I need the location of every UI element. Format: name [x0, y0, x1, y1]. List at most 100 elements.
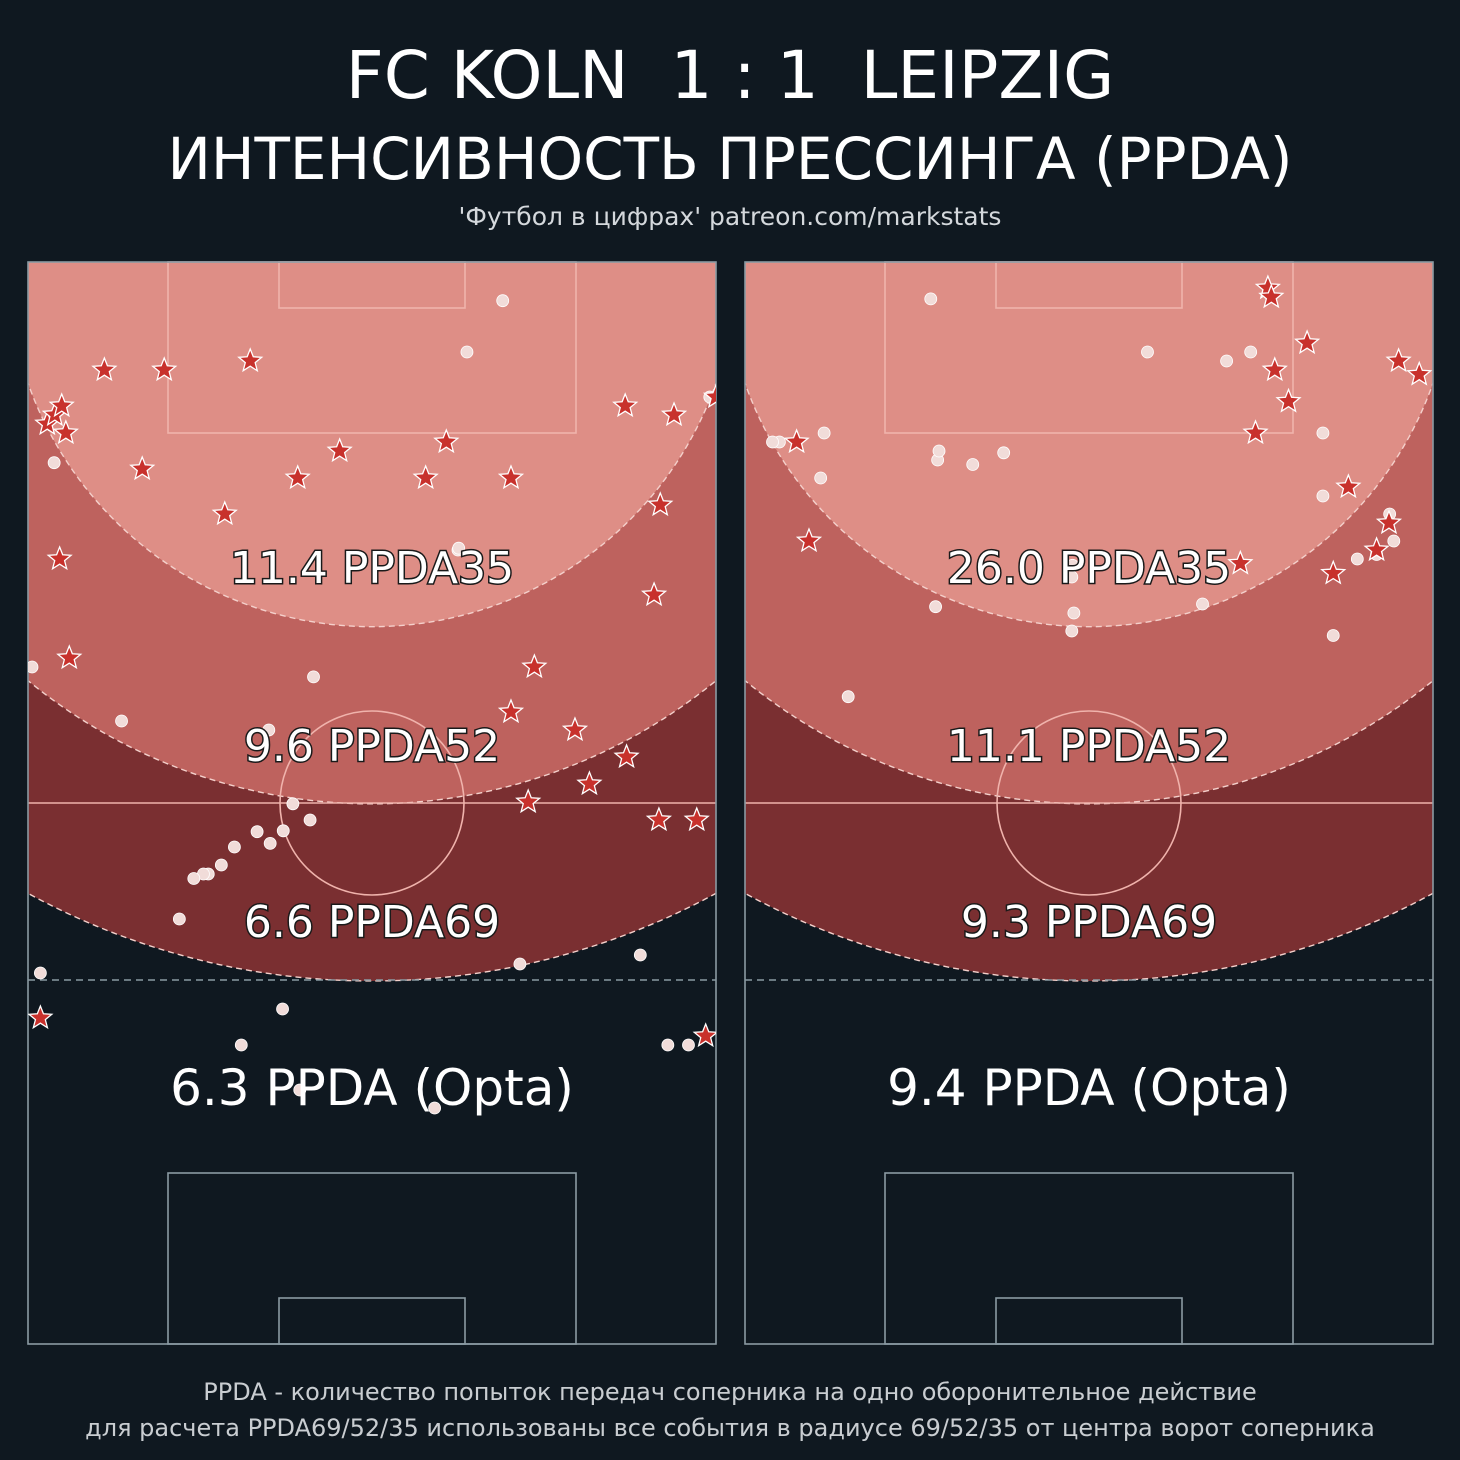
event-dot [276, 824, 290, 838]
event-dot [286, 797, 300, 811]
event-star [433, 428, 460, 454]
event-star [702, 383, 716, 409]
event-star [497, 464, 525, 490]
event-star [1227, 549, 1254, 575]
event-star [1320, 559, 1347, 585]
event-star [1293, 329, 1321, 355]
event-dot [428, 1101, 442, 1115]
zone-ppda35 [745, 262, 1433, 628]
event-star [412, 464, 439, 490]
zone-label-ppda52: 9.6 PPDA52 [244, 721, 500, 772]
event-dot [814, 471, 828, 485]
event-star [1242, 419, 1269, 445]
event-dot [28, 660, 39, 674]
opta-ppda-label: 6.3 PPDA (Opta) [170, 1059, 574, 1117]
event-star [1261, 356, 1288, 382]
event-star [692, 1022, 716, 1048]
event-dot [1326, 629, 1340, 642]
event-star [46, 545, 73, 571]
footer-definition: PPDA - количество попыток передач соперн… [203, 1378, 1257, 1406]
event-dot [115, 714, 128, 728]
pitch-border [744, 261, 1434, 1345]
center-circle [996, 710, 1182, 896]
event-star [613, 743, 640, 769]
event-star [211, 500, 238, 526]
event-star [52, 419, 79, 445]
event-star [612, 392, 639, 418]
zone-label-ppda69: 6.6 PPDA69 [244, 897, 500, 948]
event-dot [966, 458, 980, 471]
event-dot [227, 840, 241, 854]
event-star [783, 428, 810, 454]
event-star [683, 806, 710, 832]
event-star [48, 392, 75, 418]
event-star [56, 644, 83, 670]
event-dot [1387, 534, 1401, 548]
event-dot [187, 872, 201, 885]
event-star [515, 788, 542, 814]
event-dot [817, 426, 831, 440]
event-dot [997, 446, 1011, 460]
event-star [1406, 360, 1433, 386]
event-dot [1244, 345, 1258, 359]
event-dot [841, 690, 855, 704]
event-dot [766, 435, 779, 449]
event-dot [460, 345, 474, 359]
event-star [1335, 473, 1362, 499]
zone-label-ppda35: 11.4 PPDA35 [230, 543, 514, 594]
event-dot [1316, 426, 1330, 440]
event-dot [1220, 354, 1233, 368]
event-star [1363, 536, 1390, 562]
event-dot [307, 670, 320, 684]
event-dot [932, 444, 946, 458]
opta-ppda-label: 9.4 PPDA (Opta) [887, 1059, 1291, 1117]
event-star [1258, 283, 1285, 309]
event-dot [1316, 489, 1330, 503]
zone-label-ppda69: 9.3 PPDA69 [961, 897, 1217, 948]
event-dot [303, 813, 317, 827]
event-star [326, 437, 353, 463]
event-dot [250, 825, 264, 839]
footer-method: для расчета PPDA69/52/35 использованы вс… [85, 1414, 1375, 1442]
event-dot [47, 456, 61, 470]
event-dot [33, 966, 47, 980]
event-dot [276, 1002, 289, 1016]
event-star [1275, 387, 1302, 413]
event-star [660, 401, 688, 427]
event-star [151, 356, 178, 382]
pitch-panel-1: 26.0 PPDA35 11.1 PPDA52 9.3 PPDA69 9.4 PPDA… [744, 261, 1434, 1345]
center-circle [279, 710, 465, 896]
event-dot [172, 912, 186, 926]
pitch-panel-0: 11.4 PPDA35 9.6 PPDA52 6.6 PPDA69 6.3 PPDA … [27, 261, 717, 1345]
event-star [284, 464, 311, 490]
event-dot [924, 292, 938, 306]
event-star [91, 356, 118, 382]
event-star [237, 347, 264, 373]
event-dot [234, 1038, 248, 1052]
event-star [1375, 509, 1403, 535]
event-star [576, 770, 603, 796]
event-star [640, 581, 668, 607]
event-dot [293, 1083, 307, 1097]
zone-label-ppda52: 11.1 PPDA52 [947, 721, 1231, 772]
event-star [521, 653, 548, 679]
event-dot [263, 837, 277, 850]
event-dot [1350, 552, 1364, 566]
event-dot [1065, 570, 1079, 584]
event-dot [452, 541, 466, 555]
match-title: FC KOLN 1 : 1 LEIPZIG [345, 37, 1115, 114]
event-star [1385, 347, 1412, 373]
zone-ppda35 [28, 262, 716, 628]
event-star [497, 698, 525, 724]
event-star [129, 455, 156, 481]
event-star [561, 716, 589, 742]
chart-subtitle: ИНТЕНСИВНОСТЬ ПРЕССИНГА (PPDA) [167, 125, 1293, 193]
event-dot [1141, 345, 1154, 359]
event-dot [496, 294, 510, 308]
credit-line: 'Футбол в цифрах' patreon.com/markstats [458, 202, 1002, 231]
event-star [795, 527, 823, 553]
event-dot [1065, 624, 1079, 638]
event-dot [929, 600, 942, 614]
event-star [645, 806, 673, 832]
